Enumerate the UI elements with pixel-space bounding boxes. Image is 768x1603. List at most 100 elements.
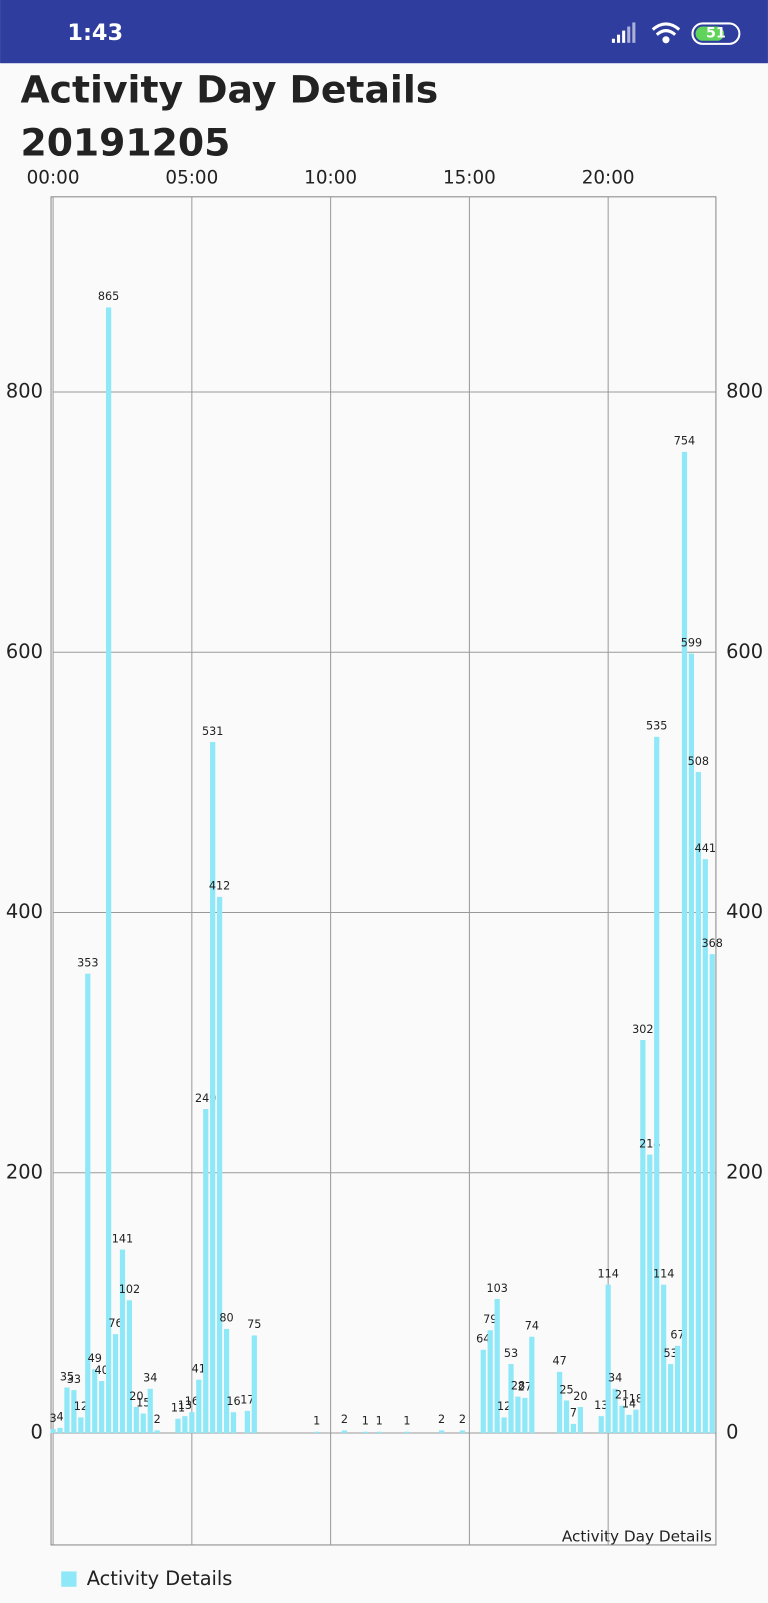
bar: [702, 859, 708, 1434]
y2-tick-label: 0: [726, 1421, 738, 1444]
bar: [251, 1335, 257, 1434]
value-label: 53: [663, 1347, 677, 1360]
wifi-icon: [651, 22, 681, 44]
bar: [556, 1371, 563, 1434]
value-label: 18: [629, 1392, 643, 1405]
x-tick-label: 20:00: [582, 167, 635, 188]
bar: [230, 1412, 237, 1434]
value-label: 13: [178, 1399, 192, 1412]
bar: [674, 1345, 681, 1434]
value-label: 535: [646, 720, 667, 733]
bar: [57, 1427, 63, 1434]
value-label: 28: [511, 1379, 525, 1392]
y-tick-label: 600: [6, 640, 43, 663]
bar: [140, 1413, 146, 1434]
y2-tick-label: 800: [726, 380, 763, 403]
bar: [487, 1330, 493, 1434]
value-label: 79: [483, 1313, 497, 1326]
bar: [147, 1388, 153, 1434]
bar: [203, 1109, 209, 1434]
bar: [605, 1284, 611, 1434]
value-label: 20: [129, 1390, 143, 1403]
value-label: 27: [518, 1381, 532, 1394]
value-label: 302: [632, 1023, 653, 1036]
bar: [85, 973, 91, 1434]
bar: [189, 1412, 195, 1434]
bar: [577, 1407, 584, 1434]
value-label: 1: [376, 1415, 383, 1428]
value-label: 20: [573, 1390, 587, 1403]
bar: [515, 1396, 521, 1434]
bar: [376, 1431, 382, 1434]
bar: [362, 1431, 368, 1434]
value-label: 16: [185, 1395, 199, 1408]
y-tick-label: 200: [6, 1160, 43, 1183]
bar: [501, 1417, 507, 1434]
value-label: 40: [95, 1364, 109, 1377]
bar: [71, 1390, 77, 1434]
bar: [341, 1430, 348, 1434]
value-label: 64: [476, 1333, 490, 1346]
bar: [92, 1369, 98, 1434]
y-tick-label: 800: [6, 380, 43, 403]
bar: [50, 1429, 56, 1434]
bar: [626, 1414, 632, 1434]
value-label: 114: [597, 1267, 618, 1280]
bar: [210, 742, 216, 1434]
bar: [126, 1300, 133, 1434]
value-label: 2: [438, 1413, 445, 1426]
value-label: 865: [98, 290, 119, 303]
page-title: Activity Day Details: [20, 67, 438, 111]
legend-swatch: [61, 1571, 77, 1587]
bar: [119, 1249, 126, 1434]
bar: [459, 1430, 466, 1434]
value-label: 12: [74, 1400, 88, 1413]
x-tick-label: 15:00: [443, 167, 496, 188]
value-label: 1: [313, 1415, 320, 1428]
value-label: 15: [136, 1396, 150, 1409]
bar: [175, 1418, 181, 1434]
value-label: 7: [570, 1407, 577, 1420]
bar: [133, 1407, 139, 1434]
y2-tick-label: 200: [726, 1160, 763, 1183]
value-label: 2: [459, 1413, 466, 1426]
value-label: 35: [60, 1370, 74, 1383]
bar: [619, 1405, 625, 1434]
value-label: 103: [486, 1282, 507, 1295]
value-label: 1: [403, 1415, 410, 1428]
bar: [112, 1334, 119, 1434]
value-label: 41: [192, 1362, 206, 1375]
page-date: 20191205: [20, 120, 230, 164]
value-label: 114: [653, 1267, 674, 1280]
battery-text: 51: [706, 26, 726, 42]
bar: [480, 1349, 486, 1434]
bar: [612, 1388, 618, 1434]
value-label: 599: [681, 636, 702, 649]
bar: [688, 653, 695, 1434]
bar: [522, 1397, 528, 1434]
y2-tick-label: 600: [726, 640, 763, 663]
y-tick-label: 0: [31, 1421, 43, 1444]
value-label: 11: [171, 1402, 185, 1415]
bar: [439, 1430, 445, 1434]
bar: [563, 1400, 570, 1434]
status-time: 1:43: [67, 20, 123, 46]
status-bar: [0, 0, 768, 64]
value-label: 76: [108, 1317, 122, 1330]
value-label: 353: [77, 956, 98, 969]
bar: [182, 1416, 188, 1434]
value-label: 2: [341, 1413, 348, 1426]
chart-description: Activity Day Details: [562, 1527, 712, 1545]
signal-icon: [611, 22, 636, 43]
bar: [404, 1431, 410, 1434]
value-label: 508: [688, 755, 709, 768]
value-label: 34: [608, 1372, 622, 1385]
bar: [508, 1364, 514, 1434]
bar: [668, 1364, 674, 1434]
bar: [661, 1284, 667, 1434]
value-label: 12: [497, 1400, 511, 1413]
bar: [223, 1328, 230, 1434]
bar: [633, 1409, 639, 1434]
bar: [647, 1154, 653, 1434]
